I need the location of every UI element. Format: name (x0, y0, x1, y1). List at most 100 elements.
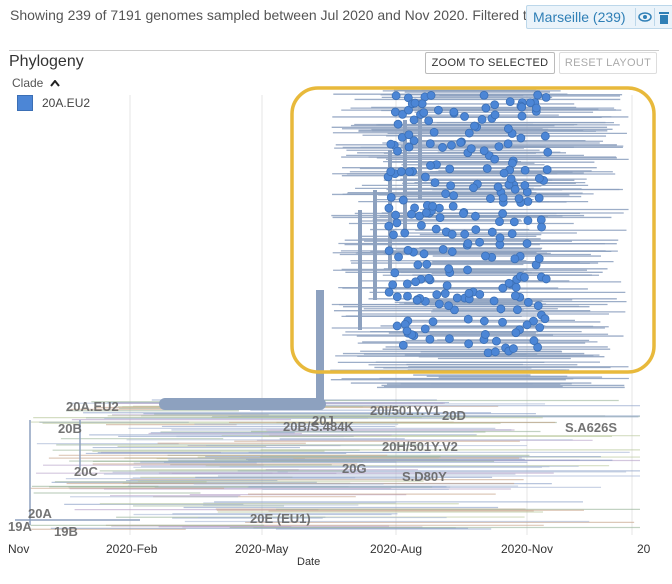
tip-marker (456, 138, 466, 147)
tip-marker (510, 291, 520, 301)
clade-label: S.D80Y (402, 469, 447, 484)
tip-marker (400, 228, 410, 238)
tip-marker (447, 229, 457, 239)
tip-marker (511, 282, 521, 292)
tip-marker (509, 344, 518, 353)
tip-marker (479, 316, 489, 326)
tip-marker (404, 105, 413, 115)
tip-marker (541, 92, 551, 102)
filter-label: Marseille (239) (533, 9, 626, 25)
tip-marker (490, 110, 500, 120)
tip-marker (503, 124, 513, 134)
tip-marker (393, 146, 402, 156)
tip-marker (386, 167, 396, 177)
tip-marker (445, 164, 455, 174)
clade-label: 20I/501Y.V1 (370, 403, 440, 418)
tip-marker (520, 181, 530, 190)
zoom-to-selected-button[interactable]: ZOOM TO SELECTED (425, 52, 555, 74)
tip-marker (490, 100, 500, 110)
tip-marker (447, 247, 457, 257)
tip-marker (384, 221, 394, 231)
legend-title[interactable]: Clade (12, 76, 60, 90)
tip-marker (533, 342, 543, 352)
tip-marker (398, 195, 408, 205)
tip-marker (428, 201, 438, 211)
tip-marker (464, 288, 474, 298)
tip-marker (523, 197, 533, 206)
tip-marker (391, 210, 400, 220)
panel-divider (9, 50, 659, 51)
tip-marker (434, 105, 443, 115)
tip-marker (430, 178, 440, 188)
tip-marker (533, 301, 543, 311)
tip-marker (494, 142, 504, 151)
tip-marker (495, 217, 504, 226)
tip-marker (394, 252, 403, 262)
clade-label: 20H/501Y.V2 (382, 439, 458, 454)
tip-marker (413, 260, 423, 270)
tip-marker (466, 144, 476, 154)
tip-marker (419, 249, 429, 259)
tip-marker (510, 184, 520, 194)
tip-marker (498, 209, 508, 218)
clade-label: S.A626S (565, 420, 617, 435)
x-tick-2021: 20 (637, 542, 651, 556)
tip-marker (498, 193, 508, 203)
legend-label-20a-eu2: 20A.EU2 (42, 96, 91, 110)
tip-marker (490, 347, 500, 357)
clade-label: 20C (74, 464, 98, 479)
tip-marker (438, 143, 447, 152)
tip-marker (463, 239, 473, 248)
tip-marker (511, 328, 521, 338)
tip-marker (510, 254, 520, 264)
tip-marker (428, 317, 438, 327)
tip-marker (402, 326, 412, 336)
tip-marker (534, 254, 544, 263)
clade-label: 19A (8, 519, 32, 534)
tip-marker (389, 230, 398, 240)
tip-marker (392, 321, 402, 331)
legend-swatch-20a-eu2[interactable] (17, 95, 33, 111)
x-tick-2020-nov: 2020-Nov (501, 542, 554, 556)
tip-marker (432, 290, 442, 299)
trash-icon[interactable] (654, 8, 672, 26)
tip-marker (431, 224, 441, 234)
tip-marker (420, 172, 430, 182)
tip-marker (463, 265, 472, 275)
tip-marker (409, 115, 419, 125)
tip-marker (393, 119, 403, 129)
tip-marker (420, 324, 430, 334)
clade-label: 20D (442, 408, 466, 423)
tip-marker (534, 193, 544, 203)
tip-marker (398, 109, 407, 119)
tip-marker (404, 167, 414, 177)
tip-marker (407, 209, 416, 219)
tip-marker (481, 251, 490, 261)
tip-marker (410, 98, 420, 108)
tip-marker (426, 91, 436, 100)
reset-layout-button[interactable]: RESET LAYOUT (559, 52, 657, 74)
tip-marker (409, 136, 419, 146)
tip-marker (417, 99, 427, 109)
x-tick-2020-may: 2020-May (235, 542, 289, 556)
eye-icon[interactable] (635, 8, 654, 26)
tip-marker (434, 299, 444, 309)
tip-marker (403, 291, 412, 301)
tip-marker (481, 103, 491, 113)
tip-marker (479, 146, 489, 156)
tip-marker (417, 220, 426, 230)
tip-marker (503, 139, 513, 149)
tip-marker (441, 189, 450, 199)
tip-marker (452, 293, 462, 303)
tip-marker (475, 290, 485, 299)
tip-marker (445, 334, 454, 344)
tip-marker (449, 191, 459, 200)
tip-marker (529, 316, 538, 326)
tip-marker (402, 279, 412, 289)
tip-marker (483, 348, 493, 358)
tip-marker (384, 287, 394, 297)
filter-chip-marseille[interactable]: Marseille (239) (526, 5, 672, 29)
tip-marker (496, 304, 506, 314)
tip-marker (442, 281, 452, 290)
